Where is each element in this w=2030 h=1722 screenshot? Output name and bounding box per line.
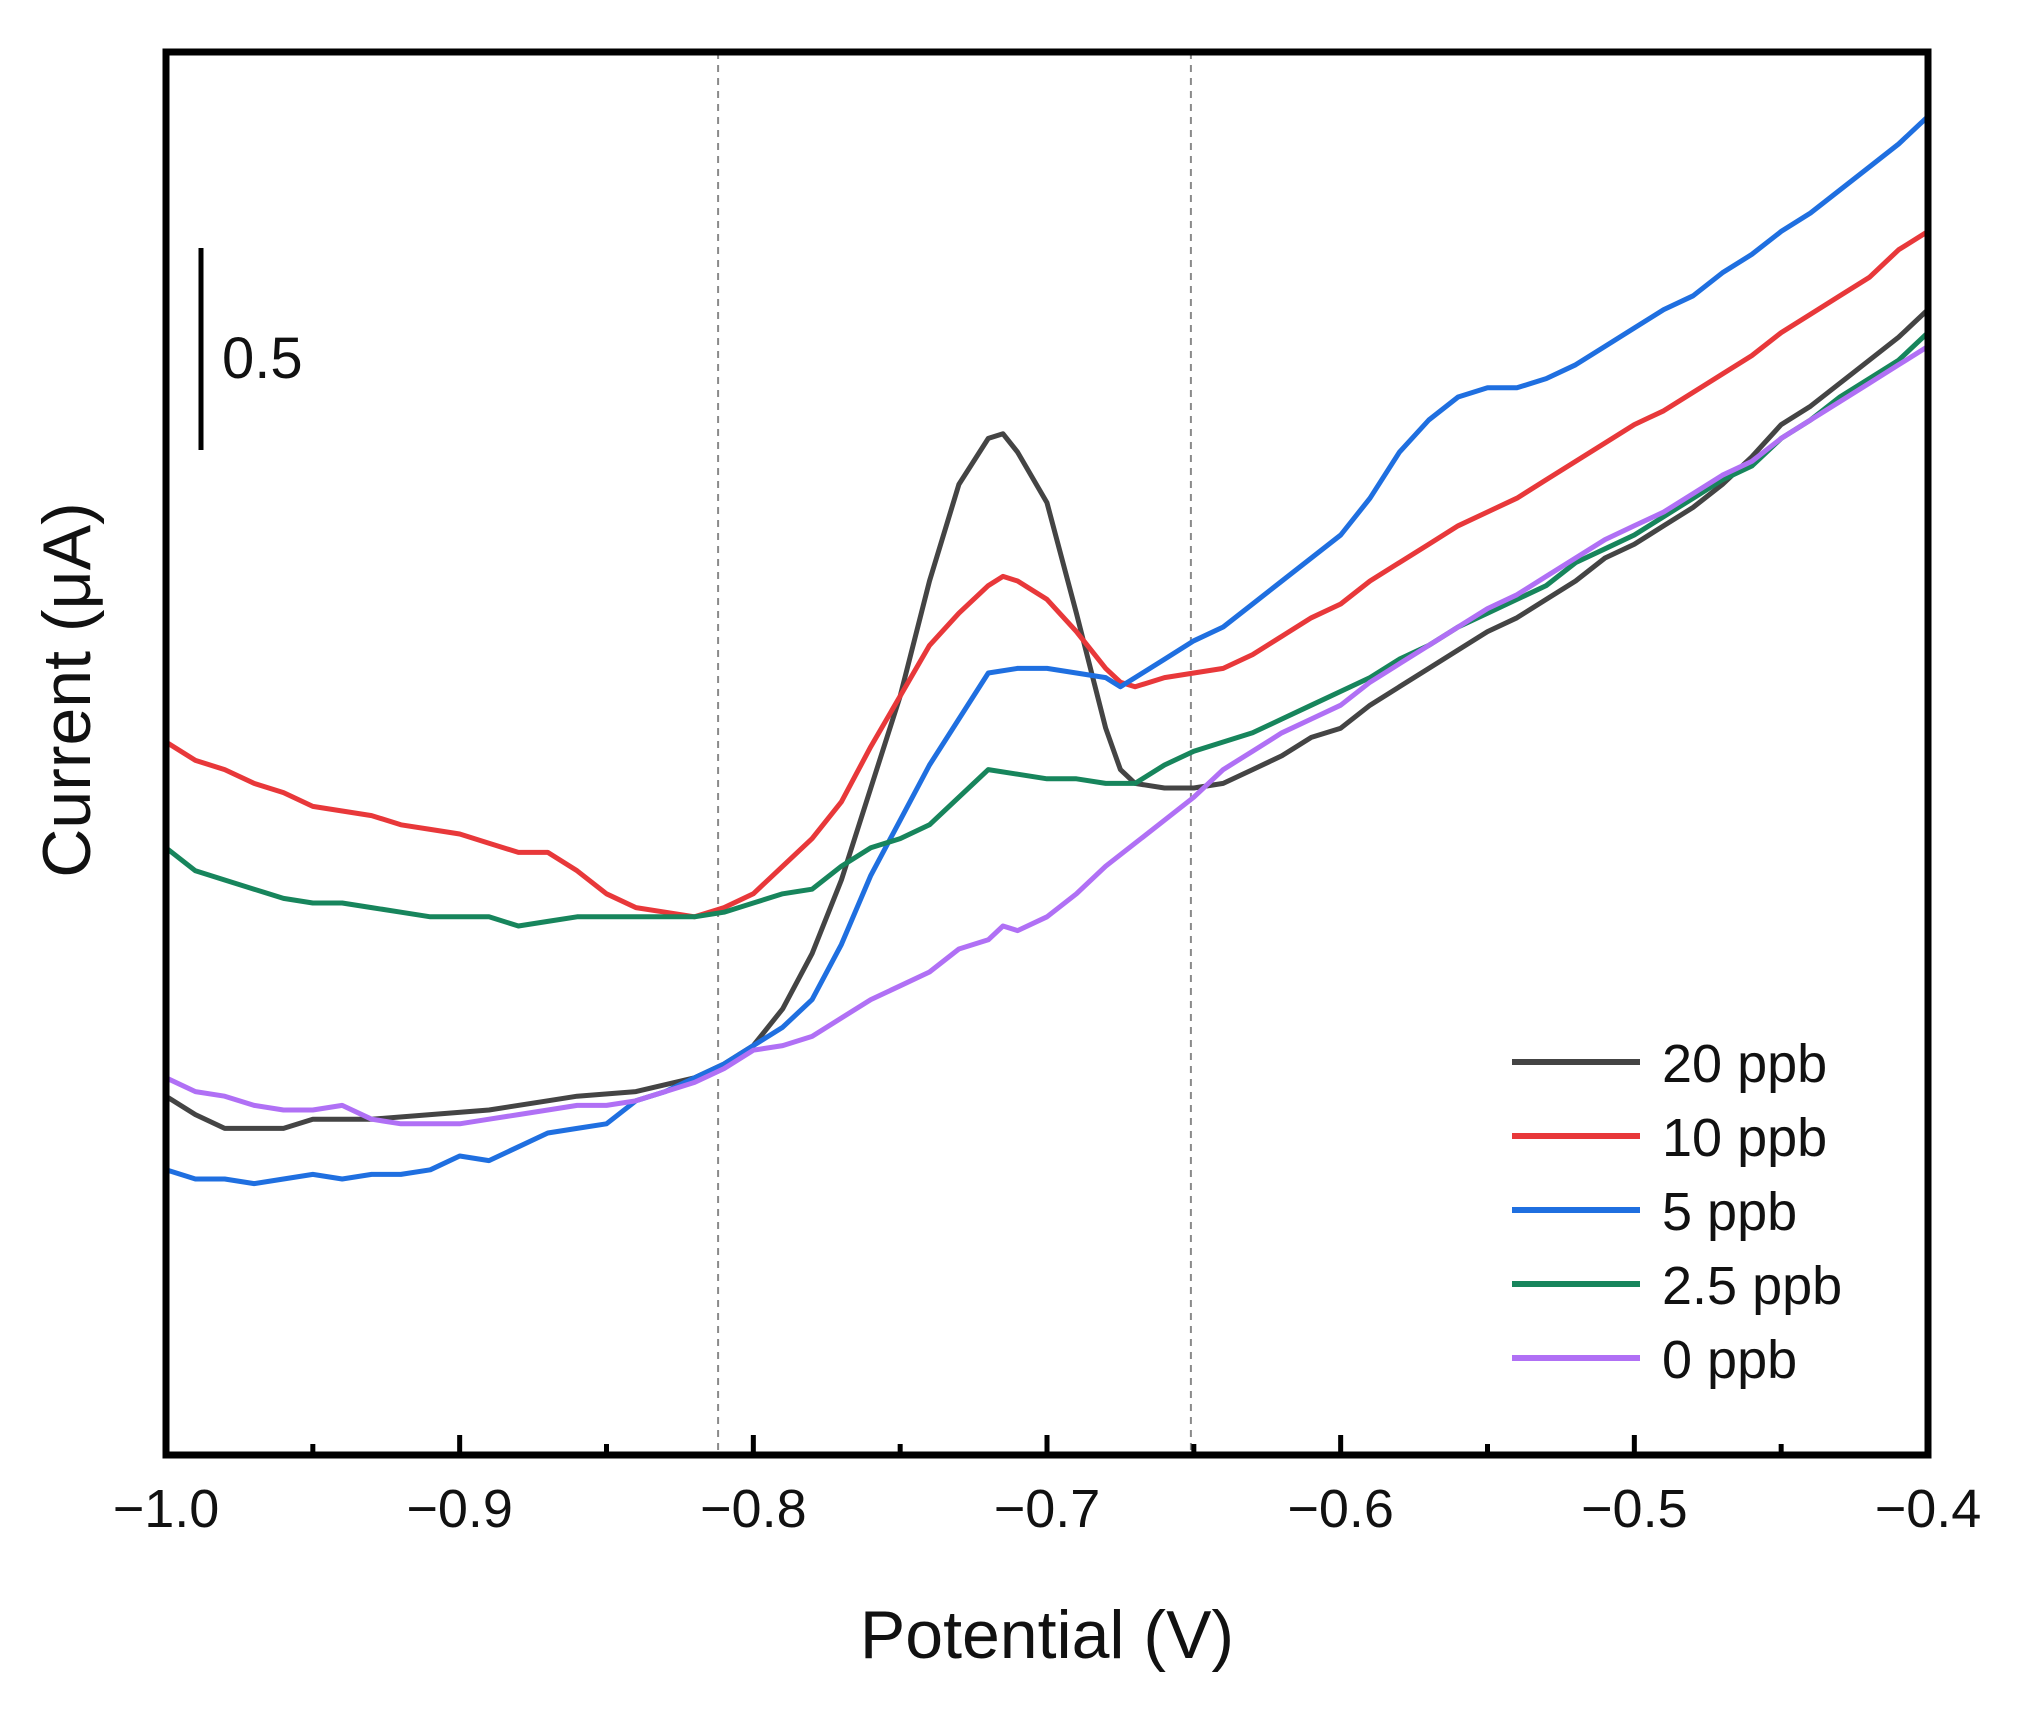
scale-bar: 0.5: [198, 248, 303, 450]
reference-lines: [717, 52, 1192, 1455]
x-tick-label: −0.4: [1875, 1479, 1982, 1539]
legend-label-0-ppb: 0 ppb: [1662, 1330, 1797, 1390]
x-ticks: −1.0 −0.9 −0.8 −0.7 −0.6 −0.5 −0.4: [113, 1435, 1982, 1539]
x-tick-label: −0.9: [406, 1479, 513, 1539]
series-line-5-ppb: [163, 113, 1931, 1187]
x-tick-label: −0.8: [700, 1479, 807, 1539]
series-layer: [163, 113, 1931, 1187]
legend-label-20-ppb: 20 ppb: [1662, 1034, 1827, 1094]
axes-frame: [162, 48, 1932, 1459]
y-axis-label: Current (μA): [29, 502, 105, 877]
legend-label-5-ppb: 5 ppb: [1662, 1182, 1797, 1242]
legend-label-2-5-ppb: 2.5 ppb: [1662, 1256, 1842, 1316]
series-line-2-5-ppb: [163, 330, 1931, 929]
x-tick-label: −0.5: [1581, 1479, 1688, 1539]
x-axis-label: Potential (V): [860, 1597, 1234, 1673]
series-line-0-ppb: [163, 343, 1931, 1127]
legend-label-10-ppb: 10 ppb: [1662, 1108, 1827, 1168]
x-tick-label: −0.6: [1287, 1479, 1394, 1539]
series-line-10-ppb: [163, 228, 1931, 920]
legend: 20 ppb 10 ppb 5 ppb 2.5 ppb 0 ppb: [1512, 1034, 1842, 1390]
x-tick-label: −1.0: [113, 1479, 220, 1539]
scale-bar-label: 0.5: [222, 326, 303, 391]
x-tick-label: −0.7: [994, 1479, 1101, 1539]
series-line-20-ppb: [163, 307, 1931, 1131]
